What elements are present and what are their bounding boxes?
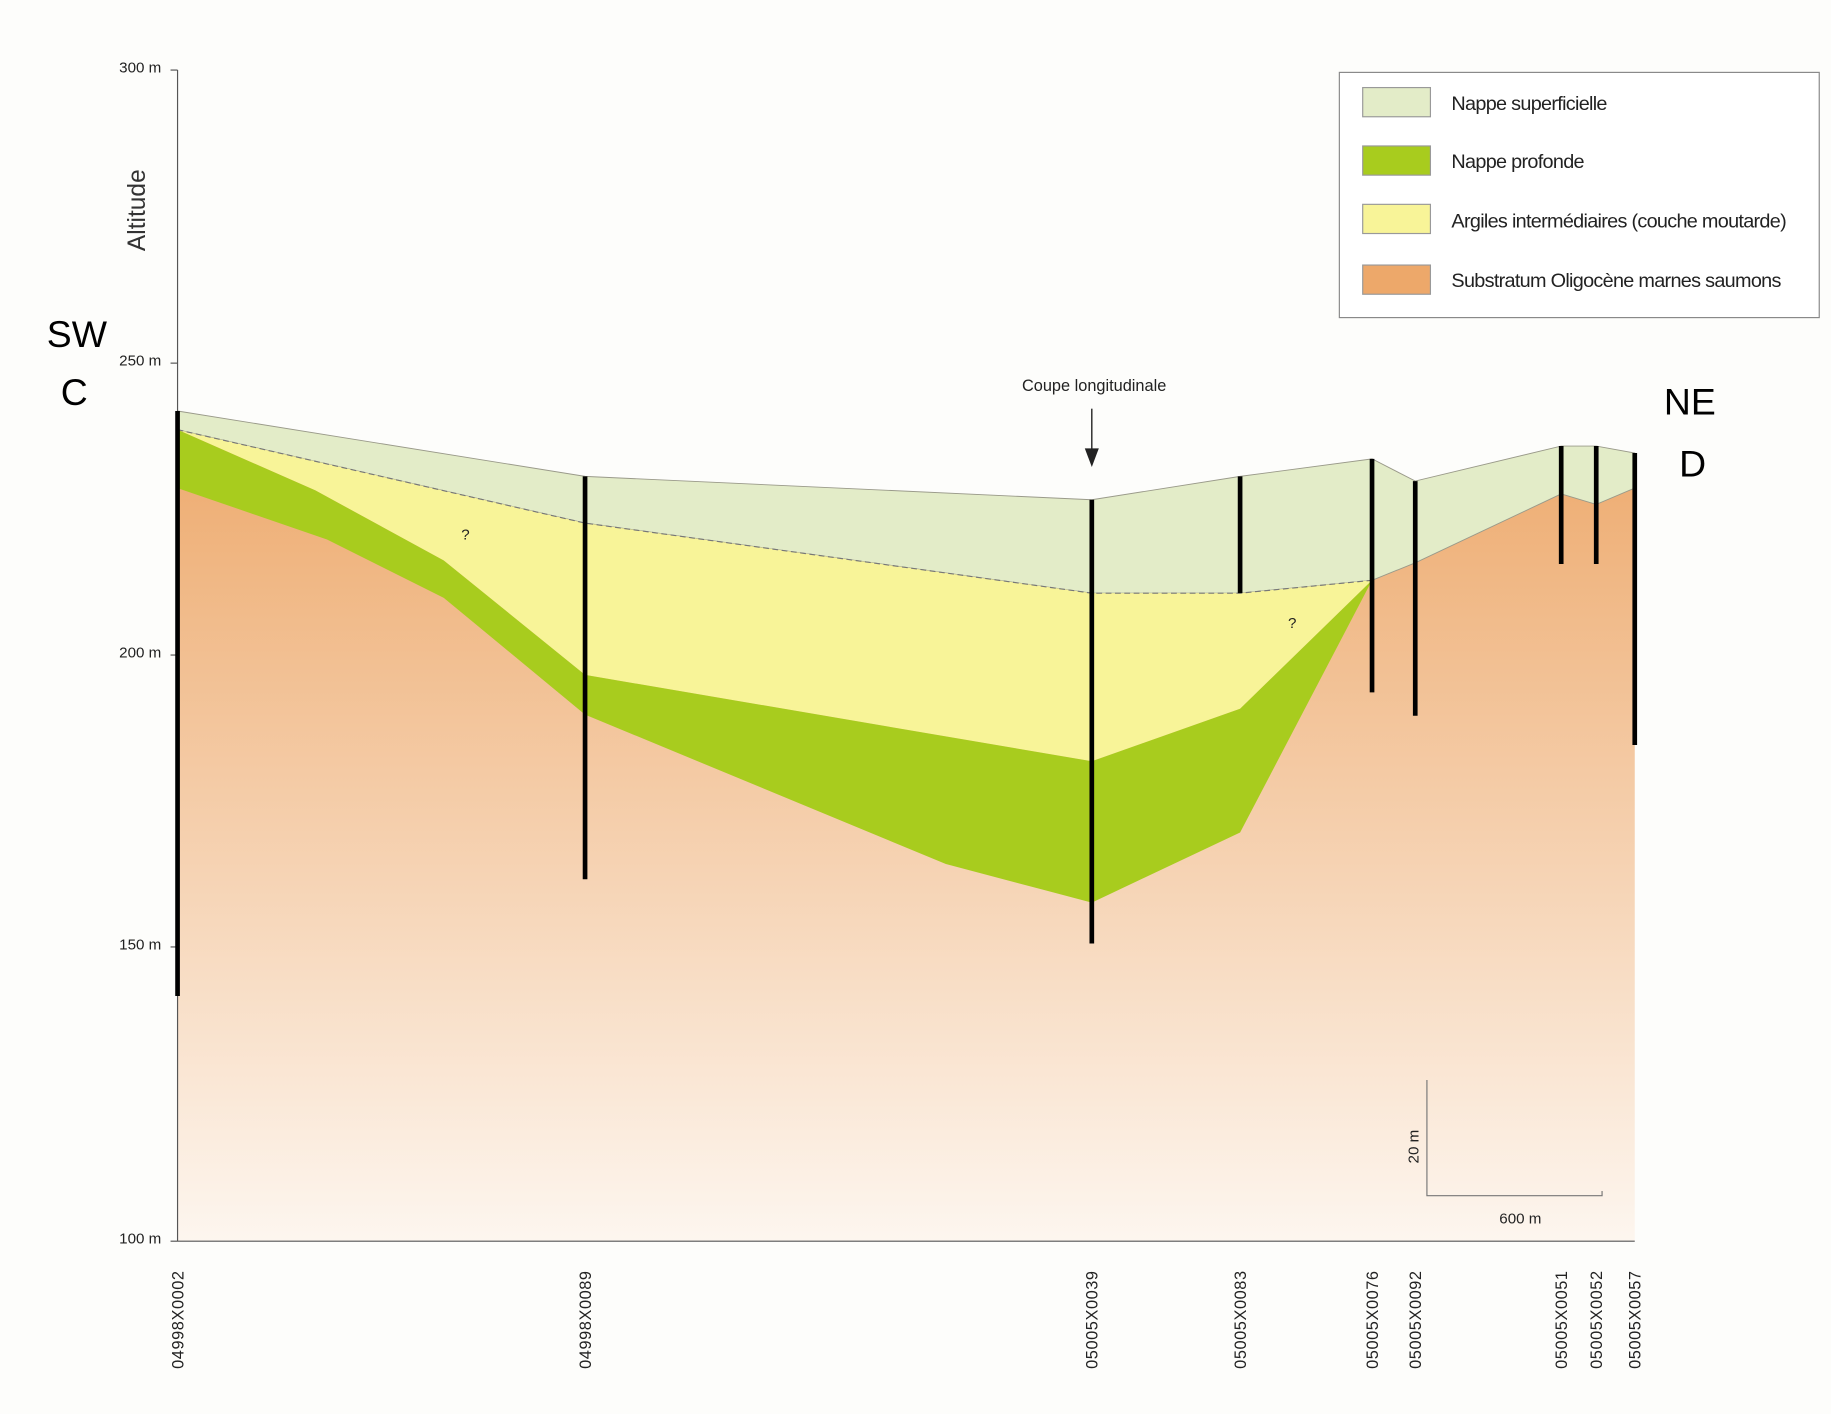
legend-label: Nappe profonde (1451, 151, 1584, 173)
borehole-label: 05005X0057 (1627, 1270, 1645, 1368)
question-mark: ? (1288, 615, 1296, 632)
legend-swatch (1362, 86, 1432, 118)
y-tick-label: 250 m (119, 352, 161, 369)
clay-layer (177, 429, 1373, 762)
legend-label: Nappe superficielle (1451, 93, 1607, 115)
borehole-label: 05005X0083 (1232, 1270, 1250, 1368)
y-tick-label: 150 m (119, 936, 161, 953)
deep-aquifer-layer (177, 429, 1373, 903)
legend-swatch (1362, 203, 1432, 235)
y-tick-label: 200 m (119, 644, 161, 661)
end-label: SW (47, 313, 108, 355)
scale-label: 20 m (1406, 1130, 1423, 1164)
borehole-label: 05005X0076 (1364, 1270, 1382, 1368)
scale-label: 600 m (1499, 1211, 1541, 1228)
borehole-label: 05005X0039 (1084, 1270, 1102, 1368)
y-ticks: 300 m 250 m 200 m 150 m 100 m (119, 59, 178, 1248)
borehole-label: 05005X0051 (1553, 1270, 1571, 1368)
legend-label: Argiles intermédiaires (couche moutarde) (1451, 211, 1786, 233)
borehole-label: 05005X0052 (1588, 1270, 1606, 1368)
end-label: C (61, 371, 88, 413)
y-tick-label: 300 m (119, 59, 161, 76)
question-mark: ? (461, 526, 469, 543)
section-label: Coupe longitudinale (1022, 377, 1166, 395)
legend-swatch (1362, 264, 1432, 295)
legend-label: Substratum Oligocène marnes saumons (1451, 270, 1781, 292)
legend-swatch (1362, 145, 1432, 176)
scale-bar (1426, 1080, 1603, 1197)
legend: Nappe superficielle Nappe profonde Argil… (1338, 71, 1820, 319)
end-label: NE (1664, 381, 1716, 423)
borehole-label: 05005X0092 (1407, 1270, 1425, 1368)
y-tick-label: 100 m (119, 1231, 161, 1248)
borehole-label: 04998X0089 (577, 1270, 595, 1368)
borehole-labels: 04998X0002 04998X0089 05005X0039 05005X0083… (169, 1270, 1644, 1368)
arrow-head (1084, 448, 1099, 468)
borehole-label: 04998X0002 (169, 1270, 187, 1368)
boreholes (175, 411, 1638, 996)
axis-title: Altitude (124, 169, 151, 251)
end-label: D (1679, 442, 1706, 484)
